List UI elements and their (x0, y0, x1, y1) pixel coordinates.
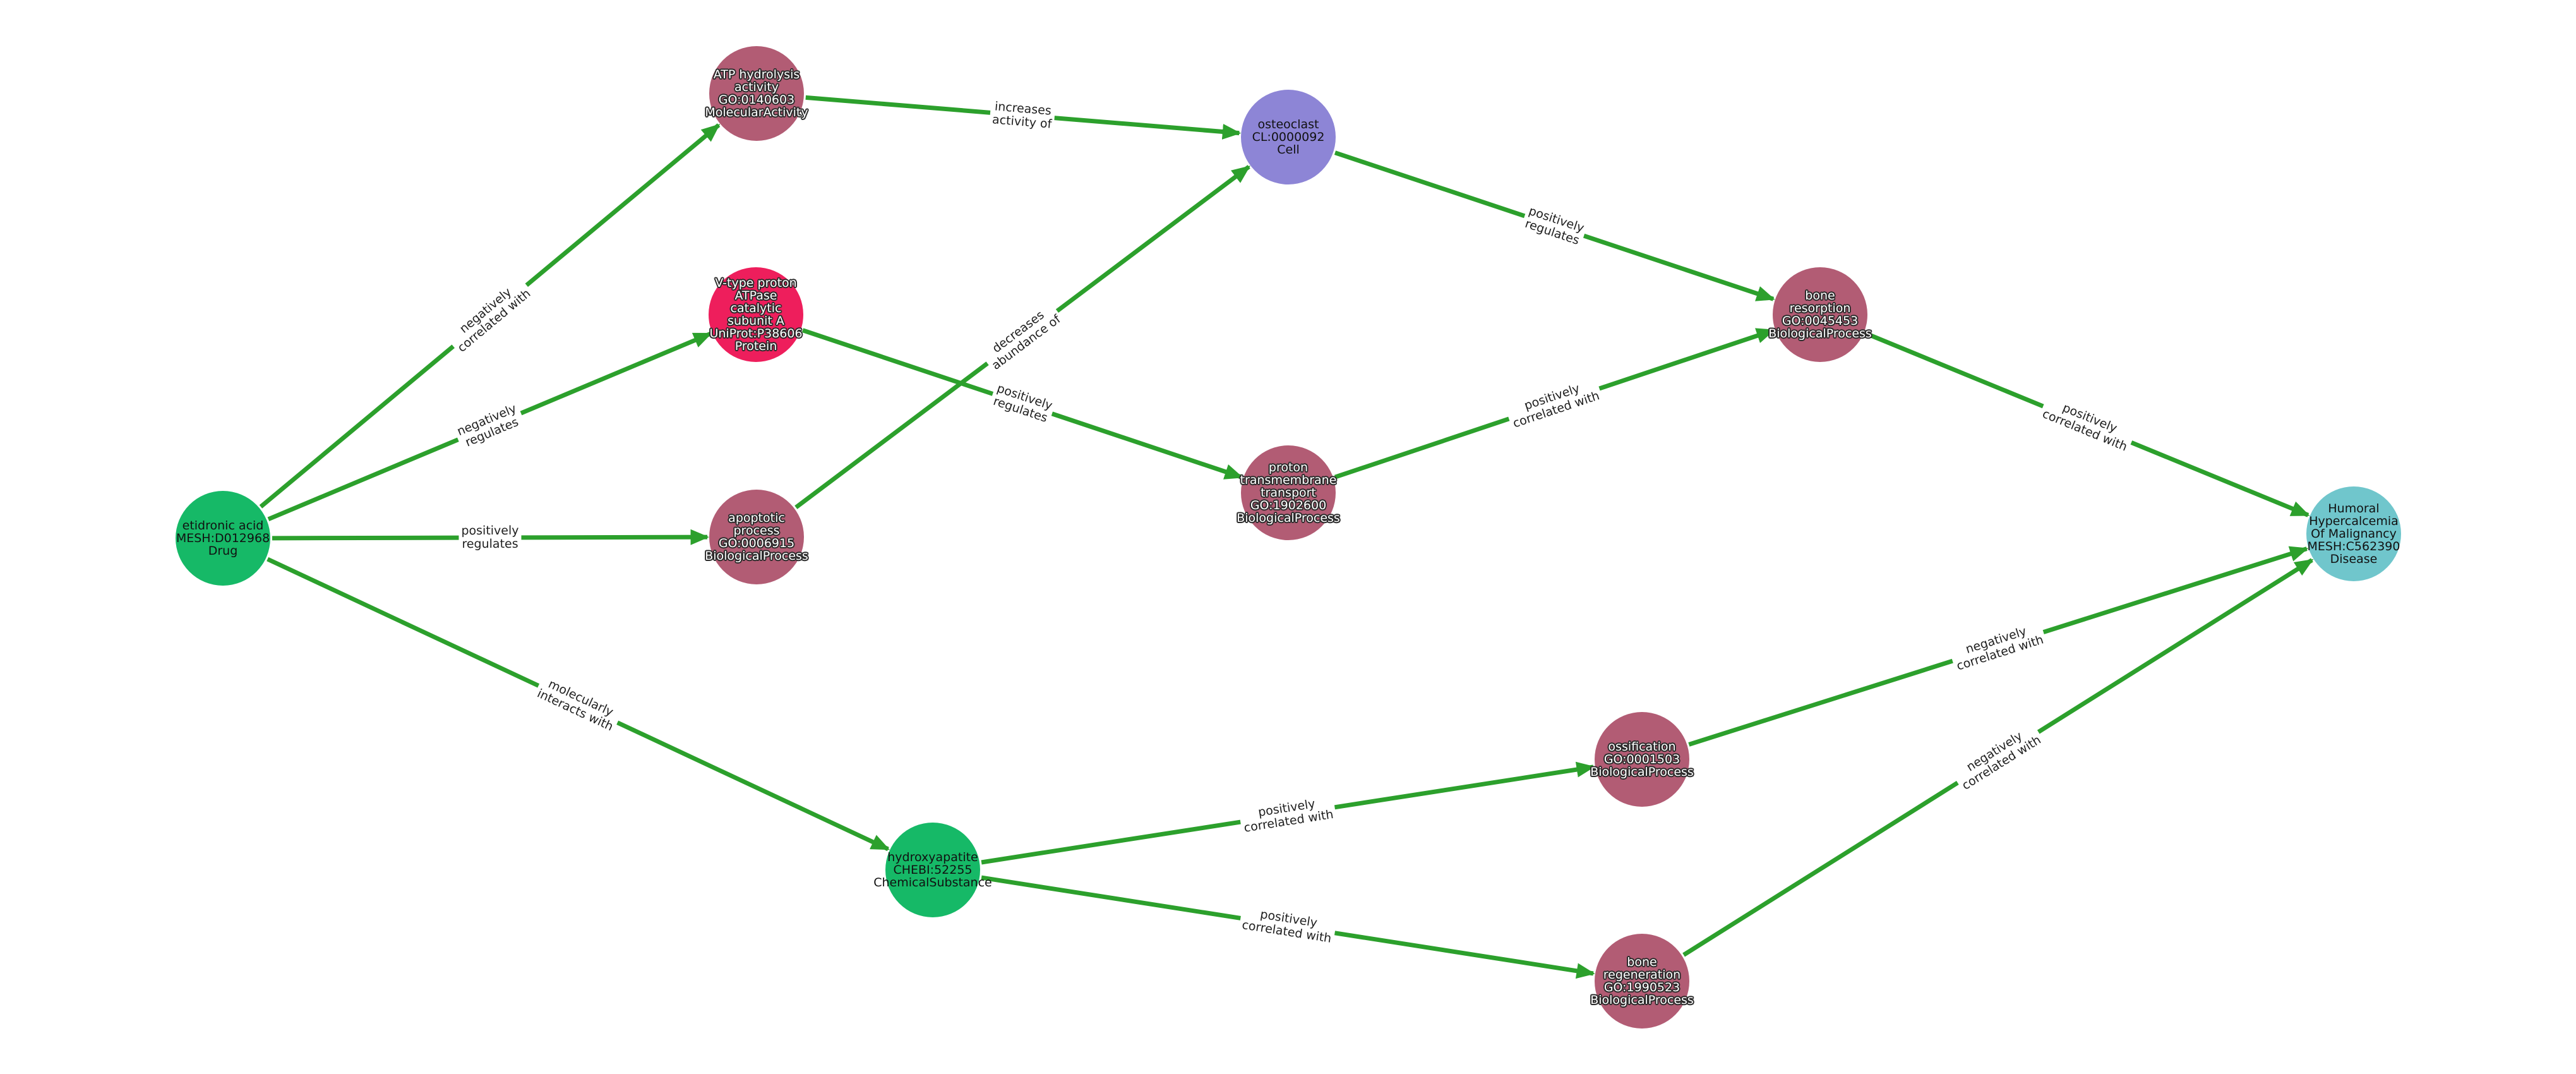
node-label-line: transport (1261, 486, 1316, 500)
node-label-line: activity (734, 80, 779, 94)
node-label-line: MESH:D012968 (176, 531, 270, 545)
node-label-line: subunit A (728, 314, 784, 328)
node-label-line: BiologicalProcess (705, 549, 808, 563)
node-label-line: apoptotic (728, 511, 785, 525)
node-label-line: UniProt:P38606 (709, 327, 803, 341)
node-label-line: Drug (208, 544, 238, 558)
node-label-line: V-type proton (715, 276, 797, 290)
node-label-line: GO:1902600 (1250, 498, 1327, 512)
node-label-line: catalytic (730, 301, 782, 315)
node-label-line: osteoclast (1257, 118, 1319, 131)
node-label-line: etidronic acid (182, 519, 264, 533)
edge-label-line: regulates (461, 536, 518, 552)
node-label-line: BiologicalProcess (1590, 765, 1694, 779)
node-label-line: BiologicalProcess (1768, 327, 1872, 341)
node-bone-resorption[interactable]: bone resorption GO:0045453 BiologicalProces… (1768, 267, 1872, 362)
node-v-type-proton-atpase[interactable]: V-type proton ATPase catalytic subunit A Uni… (709, 267, 803, 362)
node-label-line: bone (1805, 289, 1835, 303)
node-label-v-type-proton-atpase: V-type proton ATPase catalytic subunit A Uni… (709, 277, 802, 353)
node-humoral-hypercalcemia[interactable]: Humoral Hypercalcemia Of Malignancy MESH:C5… (2306, 486, 2401, 581)
node-label-ossification: ossification GO:0001503 BiologicalProcess (1590, 740, 1694, 778)
node-label-bone-resorption: bone resorption GO:0045453 BiologicalProces… (1768, 289, 1872, 340)
node-label-line: hydroxyapatite (887, 850, 978, 864)
node-label-line: ATP hydrolysis (713, 68, 800, 81)
node-label-line: ossification (1608, 740, 1676, 754)
node-label-proton-transmembrane-transport: proton transmembrane transport GO:1902600 Bi… (1237, 461, 1340, 524)
node-label-bone-regeneration: bone regeneration GO:1990523 BiologicalProc… (1590, 956, 1694, 1006)
node-label-line: GO:0001503 (1603, 752, 1680, 766)
node-apoptotic-process[interactable]: apoptotic process GO:0006915 BiologicalProc… (705, 490, 808, 584)
node-label-osteoclast: osteoclast CL:0000092 Cell (1252, 118, 1325, 156)
node-proton-transmembrane-transport[interactable]: proton transmembrane transport GO:1902600 Bi… (1237, 445, 1340, 540)
node-label-line: Cell (1277, 143, 1300, 157)
edge-label-line: positively (460, 523, 519, 538)
node-label-humoral-hypercalcemia: Humoral Hypercalcemia Of Malignancy MESH:C5… (2308, 502, 2400, 565)
node-label-atp-hydrolysis-activity: ATP hydrolysis activity GO:0140603 Molecula… (705, 68, 808, 119)
node-label-line: Protein (734, 339, 777, 353)
node-label-line: GO:0006915 (718, 536, 795, 550)
node-label-line: BiologicalProcess (1590, 993, 1694, 1007)
node-label-line: bone (1627, 955, 1657, 969)
node-label-line: CHEBI:52255 (893, 863, 973, 877)
node-label-line: Disease (2330, 552, 2378, 566)
node-label-etidronic-acid: etidronic acid MESH:D012968 Drug (176, 519, 270, 557)
node-label-line: resorption (1789, 301, 1851, 315)
node-label-line: regeneration (1603, 968, 1681, 982)
node-ossification[interactable]: ossification GO:0001503 BiologicalProcess (1590, 712, 1694, 807)
node-label-line: CL:0000092 (1252, 130, 1325, 144)
node-label-line: transmembrane (1240, 473, 1337, 487)
node-label-line: ChemicalSubstance (873, 876, 992, 890)
node-label-line: MESH:C562390 (2307, 540, 2400, 553)
edge-label-atp-hydrolysis-activity--osteoclast: increases activity of (989, 99, 1056, 132)
node-etidronic-acid[interactable]: etidronic acid MESH:D012968 Drug (176, 491, 270, 586)
node-atp-hydrolysis-activity[interactable]: ATP hydrolysis activity GO:0140603 Molecula… (705, 46, 808, 141)
node-label-line: proton (1268, 461, 1309, 474)
node-label-apoptotic-process: apoptotic process GO:0006915 BiologicalProc… (705, 512, 808, 562)
edge-label-etidronic-acid--apoptotic-process: positively regulates (458, 523, 522, 552)
node-bone-regeneration[interactable]: bone regeneration GO:1990523 BiologicalProc… (1590, 934, 1694, 1029)
node-label-line: Humoral (2328, 502, 2380, 516)
node-label-line: process (733, 524, 780, 538)
node-osteoclast[interactable]: osteoclast CL:0000092 Cell (1241, 90, 1336, 184)
node-label-line: MolecularActivity (705, 106, 808, 119)
node-label-line: BiologicalProcess (1237, 511, 1340, 525)
node-label-line: GO:1990523 (1603, 980, 1680, 994)
node-label-line: GO:0045453 (1782, 314, 1859, 328)
node-label-line: ATPase (734, 289, 777, 303)
node-label-line: Of Malignancy (2311, 527, 2397, 541)
node-label-line: GO:0140603 (718, 93, 795, 107)
node-label-line: Hypercalcemia (2309, 514, 2399, 528)
node-label-hydroxyapatite: hydroxyapatite CHEBI:52255 ChemicalSubstan… (873, 851, 992, 889)
node-hydroxyapatite[interactable]: hydroxyapatite CHEBI:52255 ChemicalSubstan… (873, 823, 992, 917)
